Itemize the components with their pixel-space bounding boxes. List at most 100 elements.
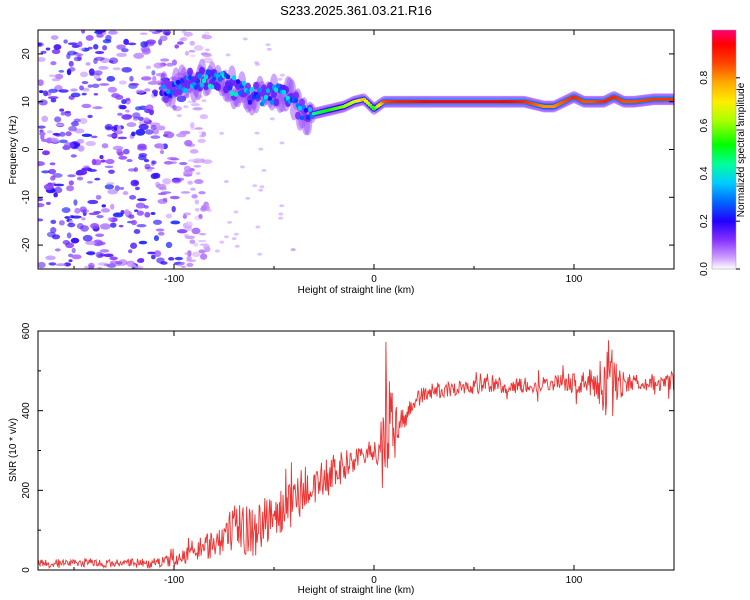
colorbar-axis: 0.0 0.2 0.4 0.6 0.8 bbox=[699, 70, 740, 276]
noise-blob bbox=[134, 265, 144, 269]
noise-blob bbox=[122, 191, 129, 196]
ridge-core bbox=[293, 98, 299, 104]
noise-blob bbox=[88, 68, 95, 75]
noise-blob bbox=[138, 123, 149, 131]
noise-blob bbox=[183, 105, 189, 109]
ridge-core bbox=[273, 87, 279, 93]
noise-blob bbox=[194, 179, 204, 185]
noise-blob bbox=[138, 240, 148, 245]
ridge-core bbox=[255, 94, 261, 100]
noise-blob bbox=[253, 61, 259, 65]
colorbar-label: Normalized spectral amplitude bbox=[736, 82, 747, 217]
noise-blob bbox=[86, 180, 93, 184]
noise-blob bbox=[79, 71, 89, 78]
noise-blob bbox=[76, 169, 88, 176]
noise-blob bbox=[109, 256, 118, 261]
ridge-core bbox=[265, 88, 271, 94]
noise-blob bbox=[172, 105, 182, 112]
noise-blob bbox=[183, 31, 193, 37]
noise-blob bbox=[165, 241, 173, 249]
noise-blob bbox=[197, 138, 206, 144]
noise-blob bbox=[138, 155, 147, 161]
noise-blob bbox=[191, 194, 198, 199]
noise-blob bbox=[155, 181, 161, 187]
ridge-core bbox=[177, 84, 183, 90]
noise-blob bbox=[60, 111, 67, 116]
noise-blob bbox=[265, 43, 271, 47]
noise-blob bbox=[132, 112, 141, 119]
snr-x-axis-label: Height of straight line (km) bbox=[298, 585, 415, 596]
noise-blob bbox=[64, 216, 71, 219]
noise-blob bbox=[85, 34, 94, 41]
noise-blob bbox=[82, 165, 91, 169]
noise-blob bbox=[68, 259, 73, 263]
noise-blob bbox=[188, 159, 196, 162]
noise-blob bbox=[85, 141, 96, 147]
noise-blob bbox=[269, 117, 275, 121]
noise-blob bbox=[94, 177, 101, 181]
noise-blob bbox=[189, 54, 196, 58]
noise-blob bbox=[81, 217, 86, 221]
noise-blob bbox=[129, 75, 134, 82]
noise-blob bbox=[242, 37, 248, 41]
ridge-core bbox=[231, 75, 237, 81]
noise-blob bbox=[94, 50, 105, 55]
noise-blob bbox=[118, 80, 127, 85]
noise-blob bbox=[184, 139, 193, 147]
noise-blob bbox=[199, 232, 207, 236]
noise-blob bbox=[117, 151, 124, 157]
ridge-core bbox=[297, 105, 303, 111]
noise-blob bbox=[151, 89, 159, 95]
noise-blob bbox=[181, 30, 187, 34]
noise-blob bbox=[128, 168, 136, 172]
ridge-band bbox=[271, 90, 277, 99]
noise-blob bbox=[117, 112, 123, 116]
noise-blob bbox=[67, 174, 76, 178]
noise-blob bbox=[206, 208, 212, 212]
noise-blob bbox=[38, 90, 44, 94]
noise-blob bbox=[68, 180, 74, 186]
noise-blob bbox=[186, 222, 194, 227]
noise-blob bbox=[74, 207, 81, 214]
noise-blob bbox=[190, 103, 200, 107]
noise-blob bbox=[87, 84, 93, 88]
ridge-band bbox=[215, 83, 221, 92]
noise-blob bbox=[58, 89, 69, 93]
ridge-core bbox=[275, 83, 281, 89]
colorbar-tick-label: 0.4 bbox=[699, 166, 710, 180]
noise-blob bbox=[158, 186, 167, 191]
noise-blob bbox=[99, 249, 110, 253]
noise-blob bbox=[144, 108, 153, 114]
noise-blob bbox=[131, 131, 136, 137]
y-tick-label: 200 bbox=[21, 482, 32, 499]
ridge-core bbox=[209, 84, 215, 90]
noise-blob bbox=[178, 132, 184, 136]
ridge-core bbox=[227, 85, 233, 91]
noise-blob bbox=[38, 161, 45, 167]
noise-blob bbox=[176, 114, 182, 118]
noise-blob bbox=[38, 125, 46, 129]
noise-blob bbox=[53, 192, 58, 198]
ridge-core bbox=[305, 115, 311, 121]
noise-blob bbox=[82, 234, 93, 242]
noise-blob bbox=[140, 76, 152, 81]
noise-blob bbox=[77, 145, 85, 152]
noise-blob bbox=[107, 189, 118, 195]
noise-blob bbox=[166, 62, 174, 67]
noise-blob bbox=[134, 186, 140, 191]
noise-blob bbox=[198, 214, 203, 219]
noise-blob bbox=[146, 168, 153, 172]
noise-blob bbox=[191, 227, 201, 235]
noise-blob bbox=[112, 145, 124, 151]
noise-blob bbox=[144, 88, 151, 92]
ridge-core bbox=[205, 69, 211, 75]
ridge-core bbox=[169, 89, 175, 95]
noise-blob bbox=[119, 186, 125, 190]
noise-blob bbox=[159, 143, 165, 151]
noise-blob bbox=[51, 49, 61, 55]
noise-blob bbox=[45, 255, 56, 261]
noise-blob bbox=[49, 162, 56, 166]
snr-series-line bbox=[38, 340, 674, 569]
noise-blob bbox=[158, 231, 165, 236]
noise-blob bbox=[118, 224, 124, 228]
